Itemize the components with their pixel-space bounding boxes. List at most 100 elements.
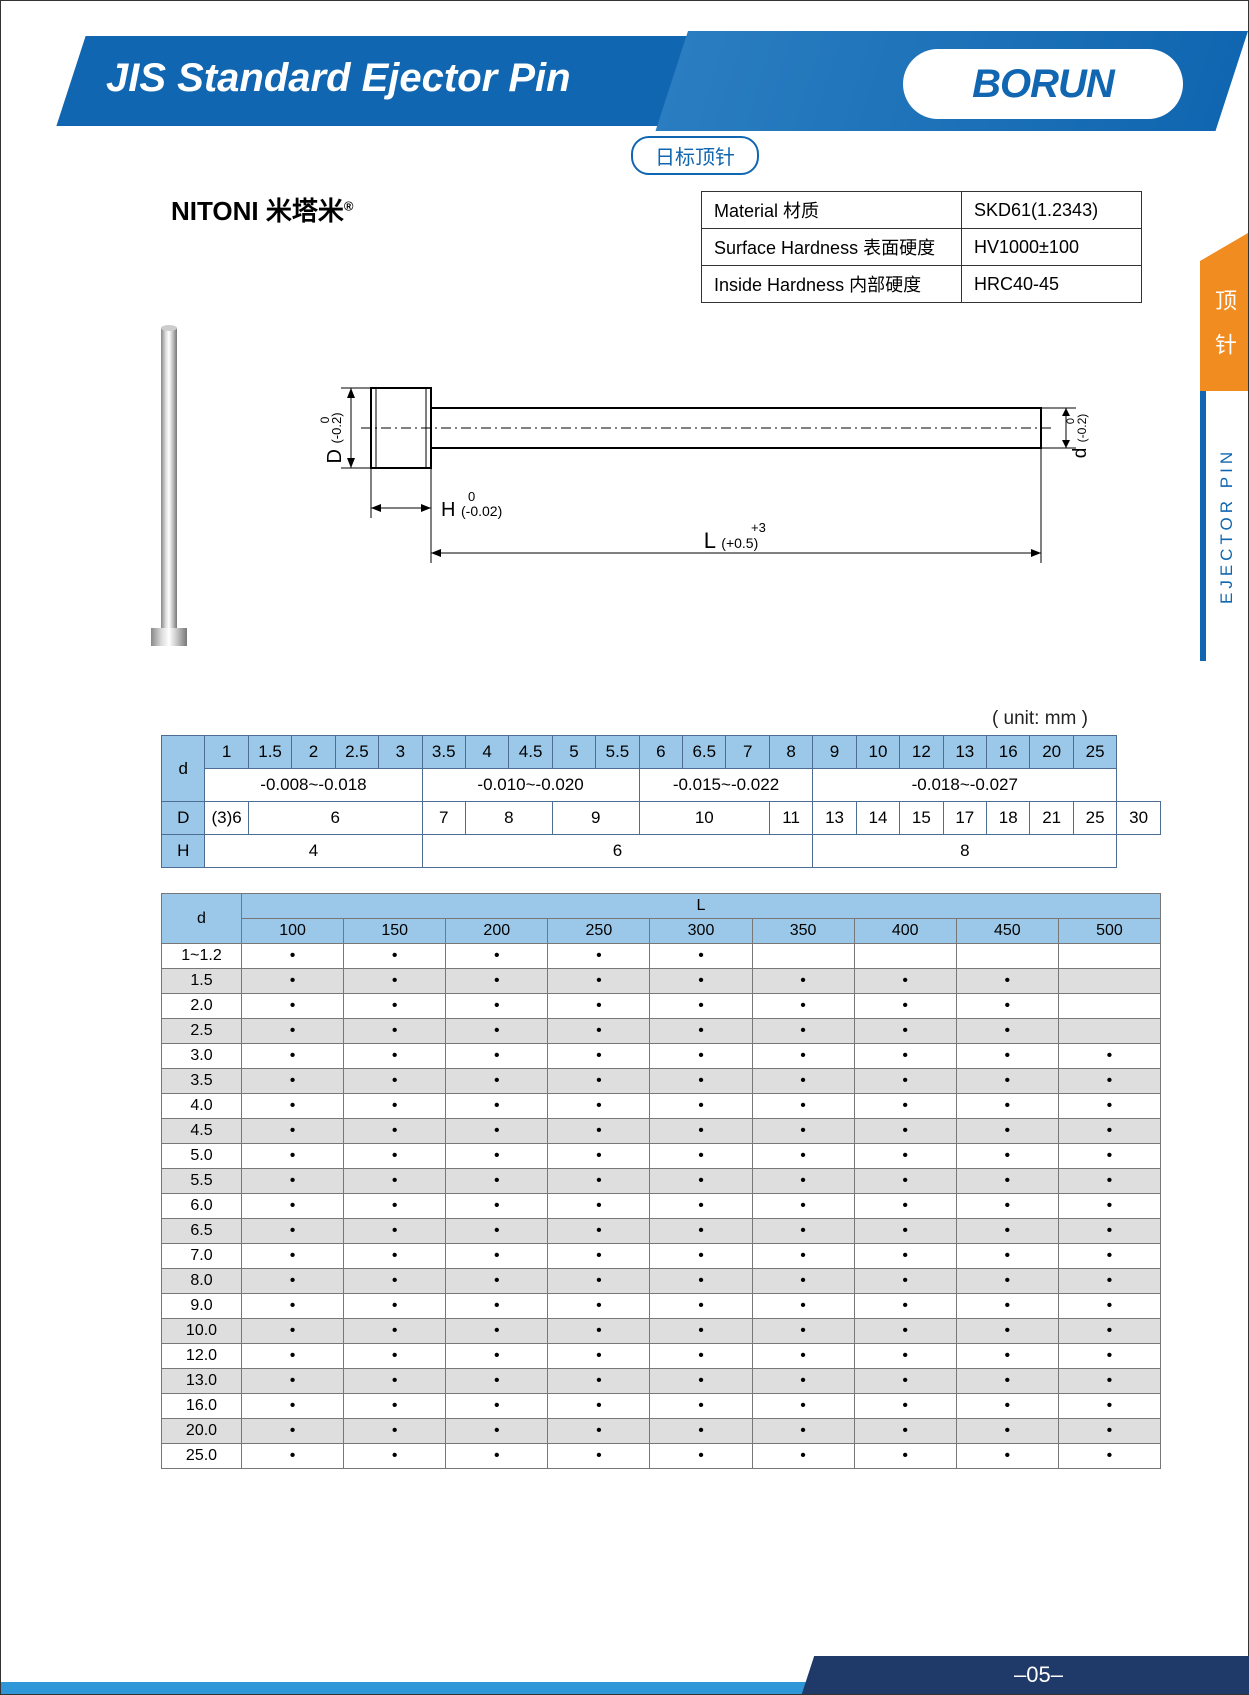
spec2-cell: •: [854, 994, 956, 1019]
spec1-D-value: 8: [465, 802, 552, 835]
spec2-cell: •: [752, 1044, 854, 1069]
spec2-cell: [854, 944, 956, 969]
spec2-cell: •: [548, 1344, 650, 1369]
spec1-d-value: 7: [726, 736, 769, 769]
spec2-d-value: 4.0: [162, 1094, 242, 1119]
spec1-d-value: 20: [1030, 736, 1073, 769]
table-row: 4.0•••••••••: [162, 1094, 1161, 1119]
spec2-cell: •: [446, 1044, 548, 1069]
spec2-cell: •: [242, 944, 344, 969]
spec1-tol: -0.008~-0.018: [205, 769, 422, 802]
table-row: 20.0•••••••••: [162, 1419, 1161, 1444]
spec2-cell: •: [752, 1019, 854, 1044]
spec2-cell: •: [1058, 1394, 1160, 1419]
spec2-cell: •: [854, 1394, 956, 1419]
pin-shaft-3d: [161, 328, 177, 628]
spec1-d-value: 9: [813, 736, 856, 769]
spec2-cell: •: [956, 1144, 1058, 1169]
spec2-cell: •: [242, 1419, 344, 1444]
spec2-cell: •: [446, 1394, 548, 1419]
spec2-cell: •: [650, 1244, 752, 1269]
subtitle-pill: 日标顶针: [631, 136, 759, 175]
spec2-cell: •: [242, 1069, 344, 1094]
spec2-L-value: 450: [956, 919, 1058, 944]
spec1-d-value: 6: [639, 736, 682, 769]
spec2-cell: •: [956, 1269, 1058, 1294]
spec2-cell: •: [548, 1244, 650, 1269]
spec1-d-value: 2.5: [335, 736, 378, 769]
spec2-cell: •: [548, 1369, 650, 1394]
spec2-cell: •: [956, 1444, 1058, 1469]
spec2-cell: •: [344, 1319, 446, 1344]
spec2-cell: •: [650, 994, 752, 1019]
spec2-d-header: d: [162, 894, 242, 944]
spec2-cell: •: [242, 1269, 344, 1294]
spec2-cell: •: [1058, 1194, 1160, 1219]
spec2-cell: •: [446, 1319, 548, 1344]
spec1-D-value: 13: [813, 802, 856, 835]
spec2-cell: •: [1058, 1119, 1160, 1144]
spec2-d-value: 4.5: [162, 1119, 242, 1144]
arrowhead-icon: [1062, 440, 1070, 448]
side-tab-cn: 顶 针: [1200, 261, 1248, 391]
spec2-cell: •: [446, 1219, 548, 1244]
spec2-cell: •: [548, 1319, 650, 1344]
spec1-d-value: 1.5: [248, 736, 291, 769]
spec1-D-value: 6: [248, 802, 422, 835]
spec2-d-value: 7.0: [162, 1244, 242, 1269]
spec2-cell: •: [650, 1419, 752, 1444]
spec1-D-value: 9: [552, 802, 639, 835]
ejector-pin-diagram: D (-0.2) 0 d (-0.2) 0 H (-0.: [151, 328, 1158, 678]
mat-value: SKD61(1.2343): [962, 192, 1142, 229]
spec2-cell: •: [752, 1294, 854, 1319]
spec2-cell: •: [956, 1294, 1058, 1319]
spec1-d-value: 5.5: [596, 736, 639, 769]
spec2-cell: •: [956, 1019, 1058, 1044]
spec1-d-value: 16: [987, 736, 1030, 769]
spec1-tol: -0.018~-0.027: [813, 769, 1117, 802]
spec2-cell: •: [854, 1294, 956, 1319]
spec2-cell: •: [344, 1369, 446, 1394]
spec2-cell: •: [956, 1344, 1058, 1369]
spec1-D-value: 18: [987, 802, 1030, 835]
spec1-D-value: 30: [1117, 802, 1161, 835]
table-row: 9.0•••••••••: [162, 1294, 1161, 1319]
spec1-d-value: 2: [292, 736, 335, 769]
spec2-cell: •: [446, 1269, 548, 1294]
spec2-d-value: 6.0: [162, 1194, 242, 1219]
spec2-cell: •: [242, 1344, 344, 1369]
spec2-cell: •: [446, 1119, 548, 1144]
spec1-d-value: 3: [379, 736, 422, 769]
spec2-cell: •: [242, 969, 344, 994]
page-title: JIS Standard Ejector Pin: [106, 56, 571, 101]
spec2-cell: •: [650, 1194, 752, 1219]
spec2-cell: •: [854, 1169, 956, 1194]
spec2-cell: •: [242, 1244, 344, 1269]
spec2-cell: •: [854, 1269, 956, 1294]
page-number: –05–: [1014, 1662, 1063, 1688]
spec2-d-value: 9.0: [162, 1294, 242, 1319]
table-row: 4.5•••••••••: [162, 1119, 1161, 1144]
spec2-cell: •: [956, 1394, 1058, 1419]
dim-L-tol-top: +3: [751, 520, 766, 535]
spec2-cell: •: [1058, 1419, 1160, 1444]
mat-value: HV1000±100: [962, 229, 1142, 266]
spec2-cell: •: [344, 1394, 446, 1419]
spec2-cell: •: [752, 1144, 854, 1169]
spec2-cell: •: [854, 1219, 956, 1244]
table-row: 2.0••••••••: [162, 994, 1161, 1019]
spec-table-1: d11.522.533.544.555.566.5789101213162025…: [161, 735, 1161, 868]
spec2-cell: •: [242, 1394, 344, 1419]
spec2-L-value: 150: [344, 919, 446, 944]
mat-label: Material 材质: [702, 192, 962, 229]
spec2-cell: •: [548, 1019, 650, 1044]
spec2-cell: •: [548, 1419, 650, 1444]
spec1-d-value: 8: [769, 736, 812, 769]
spec2-cell: •: [956, 1069, 1058, 1094]
spec2-cell: •: [650, 1169, 752, 1194]
spec1-d-value: 3.5: [422, 736, 465, 769]
spec2-L-value: 400: [854, 919, 956, 944]
logo-pill: BORUN: [903, 49, 1183, 119]
spec2-cell: •: [956, 1319, 1058, 1344]
spec2-cell: •: [956, 1169, 1058, 1194]
